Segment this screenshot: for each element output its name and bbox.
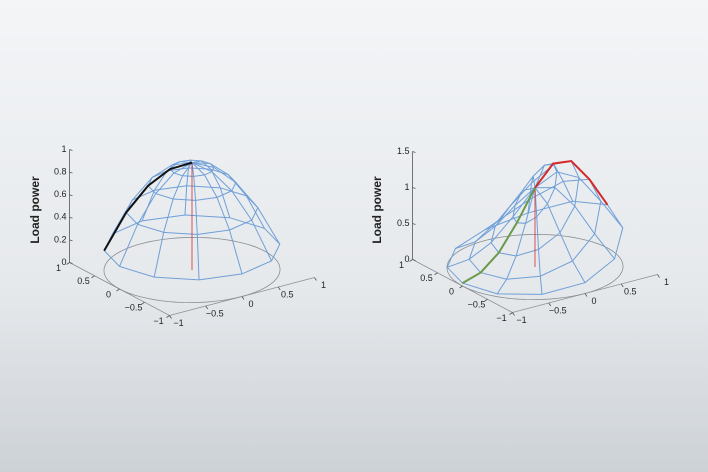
x-tick-label: −0.5 [206,308,224,318]
y-tick [166,315,170,318]
y-tick [459,285,463,289]
z-tick-label: 0 [404,254,409,264]
z-tick [69,194,73,197]
y-tick-label: 0.5 [420,273,433,283]
x-tick [512,312,515,316]
x-tick [169,315,172,319]
z-tick-label: 0.8 [54,166,67,176]
y-tick [409,259,413,262]
x-tick [657,274,660,278]
mesh-radial [191,162,281,245]
mesh-radial [534,171,624,229]
z-tick [69,171,73,174]
z-tick [412,187,416,189]
mesh-radial [191,162,273,262]
highlight-curve [461,187,536,284]
z-tick-label: 0.5 [397,218,410,228]
y-tick-label: 0.5 [77,276,90,286]
x-tick-label: −1 [173,318,183,328]
x-tick [548,302,552,307]
z-tick-label: 0.6 [54,189,67,199]
y-tick-label: −0.5 [468,300,486,310]
z-tick-label: 0.4 [54,212,67,222]
y-tick-label: −1 [153,316,163,326]
x-tick-label: 0.5 [281,289,294,299]
y-tick [116,288,120,292]
y-tick [484,298,488,302]
mesh-radial [119,162,193,267]
x-tick [205,305,209,310]
mesh-radial [484,187,536,231]
mesh-radial [534,187,586,283]
z-tick-label: 1.5 [397,146,410,156]
z-tick-label: 1 [404,182,409,192]
mesh-radial [112,162,193,235]
x-tick [241,296,245,300]
z-tick [69,149,73,151]
x-tick [620,283,624,288]
y-tick-label: 0 [449,286,454,296]
mesh-radial [496,187,536,295]
mesh-radial [191,162,243,275]
z-axis-label: Load power [28,176,42,244]
x-tick-label: 0.5 [624,286,637,296]
y-tick [66,262,70,265]
highlight-curve [534,159,609,206]
z-tick [412,223,416,225]
z-tick [412,151,416,153]
mesh-radial [455,187,536,249]
z-axis-label: Load power [370,176,384,244]
mesh-radial [153,162,193,278]
x-tick [277,286,281,291]
z-tick-label: 0 [61,257,66,267]
mesh-radial [534,187,615,260]
z-tick [412,259,416,261]
mesh-radial [191,162,200,280]
y-tick-label: 1 [399,260,404,270]
x-tick-label: 0 [248,299,253,309]
x-tick [314,277,317,281]
y-tick [141,301,145,305]
z-tick-label: 0.2 [54,234,67,244]
y-tick [91,275,95,279]
y-tick-label: 1 [56,263,61,273]
mesh-radial [534,187,543,295]
y-tick [509,312,513,315]
y-tick-label: −0.5 [125,303,143,313]
mesh-radial [447,187,536,268]
x-tick [584,293,588,297]
highlight-curve [103,161,193,252]
z-tick [69,262,73,264]
y-tick-label: 0 [106,289,111,299]
x-tick-label: −0.5 [549,305,567,315]
x-tick-label: 0 [591,296,596,306]
mesh-radial [191,160,231,218]
y-tick-label: −1 [496,313,506,323]
y-tick [434,272,438,276]
x-tick-label: −1 [516,315,526,325]
x-tick-label: 1 [321,280,326,290]
z-tick [69,239,73,242]
z-tick [69,216,73,219]
z-tick-label: 1 [61,144,66,154]
x-tick-label: 1 [664,277,669,287]
mesh-radial [527,175,536,214]
